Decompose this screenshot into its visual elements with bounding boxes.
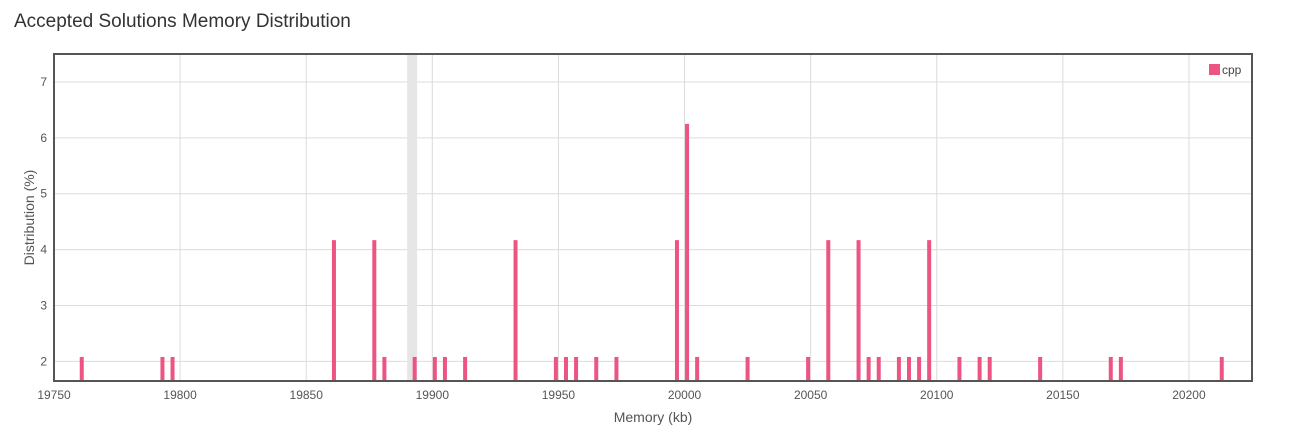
bar[interactable] bbox=[896, 356, 901, 381]
x-tick-label: 20100 bbox=[920, 388, 954, 402]
y-tick-label: 2 bbox=[40, 354, 47, 368]
bar[interactable] bbox=[614, 356, 619, 381]
bar[interactable] bbox=[563, 356, 568, 381]
legend-swatch-cpp bbox=[1209, 64, 1220, 75]
bar[interactable] bbox=[412, 356, 417, 381]
y-tick-label: 6 bbox=[40, 131, 47, 145]
x-tick-label: 19850 bbox=[290, 388, 324, 402]
bar[interactable] bbox=[876, 356, 881, 381]
grid-lines bbox=[53, 54, 1252, 381]
chart-title: Accepted Solutions Memory Distribution bbox=[14, 11, 351, 32]
bar[interactable] bbox=[927, 240, 932, 381]
y-tick-label: 4 bbox=[40, 243, 47, 257]
bar[interactable] bbox=[745, 356, 750, 381]
bar[interactable] bbox=[1118, 356, 1123, 381]
bar[interactable] bbox=[695, 356, 700, 381]
y-tick-label: 7 bbox=[40, 75, 47, 89]
bar[interactable] bbox=[372, 240, 377, 381]
bar[interactable] bbox=[987, 356, 992, 381]
highlight-band bbox=[407, 54, 418, 381]
x-tick-label: 20000 bbox=[668, 388, 702, 402]
x-tick-label: 19900 bbox=[416, 388, 450, 402]
x-tick-label: 19950 bbox=[542, 388, 576, 402]
bar[interactable] bbox=[382, 356, 387, 381]
bar[interactable] bbox=[856, 240, 861, 381]
bar[interactable] bbox=[685, 123, 690, 381]
x-tick-label: 20150 bbox=[1046, 388, 1080, 402]
x-tick-label: 19750 bbox=[37, 388, 71, 402]
bar[interactable] bbox=[170, 356, 175, 381]
bar[interactable] bbox=[917, 356, 922, 381]
legend-label-cpp: cpp bbox=[1222, 63, 1242, 77]
y-tick-labels: 2 3 4 5 6 7 bbox=[40, 75, 47, 368]
bar[interactable] bbox=[674, 240, 679, 381]
y-tick-label: 3 bbox=[40, 299, 47, 313]
x-tick-labels: 19750 19800 19850 19900 19950 20000 20050 20100… bbox=[37, 388, 1206, 402]
bar[interactable] bbox=[806, 356, 811, 381]
bar[interactable] bbox=[826, 240, 831, 381]
bar[interactable] bbox=[553, 356, 558, 381]
x-tick-label: 20050 bbox=[794, 388, 828, 402]
bar[interactable] bbox=[957, 356, 962, 381]
bar[interactable] bbox=[1038, 356, 1043, 381]
bar[interactable] bbox=[79, 356, 84, 381]
x-tick-label: 20200 bbox=[1172, 388, 1206, 402]
bar[interactable] bbox=[160, 356, 165, 381]
legend[interactable]: cpp bbox=[1209, 63, 1242, 77]
bar[interactable] bbox=[463, 356, 468, 381]
bar[interactable] bbox=[1108, 356, 1113, 381]
bar[interactable] bbox=[574, 356, 579, 381]
bar[interactable] bbox=[331, 240, 336, 381]
plot-frame bbox=[53, 53, 1253, 382]
bar[interactable] bbox=[442, 356, 447, 381]
x-axis-label: Memory (kb) bbox=[614, 409, 693, 425]
bars-group bbox=[79, 123, 1224, 381]
x-tick-label: 19800 bbox=[163, 388, 197, 402]
bar[interactable] bbox=[977, 356, 982, 381]
bar[interactable] bbox=[594, 356, 599, 381]
y-tick-label: 5 bbox=[40, 187, 47, 201]
bar[interactable] bbox=[432, 356, 437, 381]
bar[interactable] bbox=[1219, 356, 1224, 381]
y-axis-label: Distribution (%) bbox=[21, 170, 37, 266]
bar[interactable] bbox=[866, 356, 871, 381]
bar[interactable] bbox=[906, 356, 911, 381]
bar[interactable] bbox=[513, 240, 518, 381]
